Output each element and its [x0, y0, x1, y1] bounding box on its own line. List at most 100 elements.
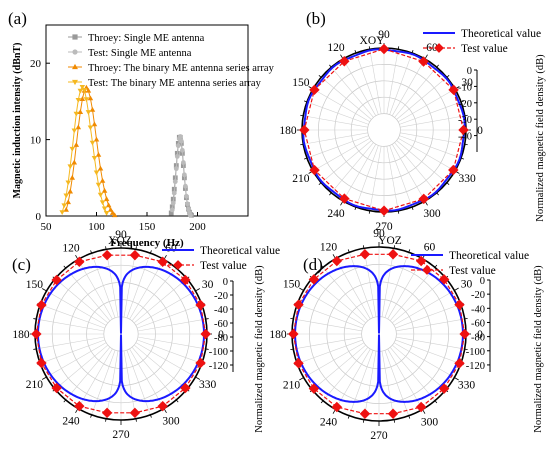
test-point — [459, 328, 470, 340]
test-point — [74, 256, 85, 268]
angle-tick-label: 270 — [370, 430, 388, 442]
test-point — [359, 408, 371, 419]
x-tick-label: 150 — [139, 221, 156, 233]
polar-tick — [205, 348, 209, 350]
x-tick-label: 100 — [88, 221, 105, 233]
polar-grid-spoke — [306, 135, 369, 159]
data-point — [69, 174, 76, 180]
data-point — [95, 152, 102, 157]
polar-grid-spoke — [389, 267, 436, 321]
polar-tick — [329, 192, 332, 196]
data-point — [89, 140, 96, 146]
data-point — [79, 96, 86, 102]
polar-grid-spoke — [46, 290, 107, 326]
polar-tick — [150, 250, 152, 254]
data-point — [89, 106, 96, 112]
polar-grid-spoke — [393, 342, 455, 378]
polar-grid-spoke — [312, 137, 370, 172]
polar-grid-spoke — [126, 253, 151, 318]
test-point — [308, 274, 320, 285]
angle-tick-label: 270 — [112, 429, 130, 441]
polar-grid-spoke — [137, 336, 206, 350]
angle-tick-label: 30 — [202, 279, 214, 291]
polar-tick — [105, 418, 107, 422]
polar-grid-spoke — [320, 140, 372, 183]
polar-grid-spoke — [396, 318, 465, 332]
legend-label: Test: The binary ME antenna series array — [88, 78, 262, 89]
data-point — [101, 187, 108, 193]
data-point — [172, 179, 178, 185]
legend-marker — [72, 63, 78, 70]
test-point — [378, 205, 390, 216]
polar-tick — [397, 46, 400, 50]
test-point — [101, 407, 113, 419]
polar-grid-spoke — [297, 339, 363, 365]
legend-label: Theoretical value — [461, 28, 541, 40]
polar-grid-spoke — [135, 342, 196, 378]
polar-grid-spoke — [391, 58, 426, 116]
test-point — [359, 249, 371, 260]
test-point — [195, 299, 206, 311]
polar-grid-spoke — [303, 342, 365, 378]
polar-grid-spoke — [135, 290, 196, 326]
angle-tick-label: 210 — [26, 379, 44, 391]
test-point — [195, 357, 206, 369]
test-point — [309, 84, 320, 96]
radial-axis-title: Normalized magnetic field density (dB) — [533, 265, 544, 433]
radial-scale-label: -20 — [471, 290, 485, 301]
polar-grid-spoke — [396, 77, 448, 120]
polar-grid-spoke — [331, 142, 374, 194]
test-point — [157, 256, 168, 268]
polar-grid-spoke — [369, 49, 382, 114]
polar-grid-spoke — [381, 351, 395, 420]
polar-grid-spoke — [394, 66, 437, 118]
data-point — [91, 121, 98, 127]
polar-grid-spoke — [40, 339, 105, 364]
polar-grid-spoke — [54, 344, 109, 390]
data-point — [79, 84, 86, 90]
data-point — [81, 88, 88, 93]
radial-scale-label: -60 — [214, 319, 228, 330]
data-point — [169, 207, 175, 213]
angle-tick-label: 120 — [320, 242, 338, 254]
test-point — [129, 249, 141, 261]
legend-marker — [72, 34, 78, 40]
polar-grid-spoke — [348, 252, 374, 318]
data-point — [65, 180, 71, 186]
data-point — [170, 200, 176, 206]
legend-label: Test value — [461, 43, 508, 55]
test-point — [309, 164, 320, 176]
polar-tick — [195, 288, 201, 292]
angle-tick-label: 300 — [162, 416, 180, 428]
data-point — [67, 164, 73, 170]
panel-d: (d) 0 30 60 90 120 150 180 210 240 270 300 330 YOZ The… — [269, 228, 544, 442]
polar-tick — [460, 157, 465, 160]
polar-tick — [290, 348, 294, 351]
test-point — [454, 358, 465, 369]
test-point — [36, 357, 47, 369]
angle-tick-label: 0 — [218, 329, 224, 341]
angle-tick-label: 150 — [26, 279, 44, 291]
data-point — [183, 193, 189, 199]
angle-tick-label: 150 — [283, 279, 301, 291]
polar-grid-spoke — [386, 146, 399, 211]
radial-scale-label: -40 — [214, 305, 228, 316]
polar-tick — [33, 348, 37, 350]
test-point — [415, 401, 427, 413]
test-point — [299, 124, 310, 136]
polar-grid-spoke — [396, 336, 465, 350]
polar-grid-spoke — [123, 350, 137, 419]
polar-tick — [393, 419, 396, 423]
angle-tick-label: 240 — [327, 208, 345, 220]
data-point — [87, 125, 94, 131]
polar-tick — [303, 157, 308, 160]
polar-tick — [318, 182, 322, 185]
radial-scale-label: -10 — [458, 82, 472, 93]
data-point — [182, 183, 188, 189]
angle-tick-label: 210 — [283, 380, 301, 392]
polar-grid-spoke — [105, 249, 119, 318]
y-tick-label: 10 — [30, 135, 42, 147]
test-point — [448, 164, 459, 176]
angle-tick-label: 180 — [279, 125, 297, 137]
data-point — [77, 88, 84, 94]
